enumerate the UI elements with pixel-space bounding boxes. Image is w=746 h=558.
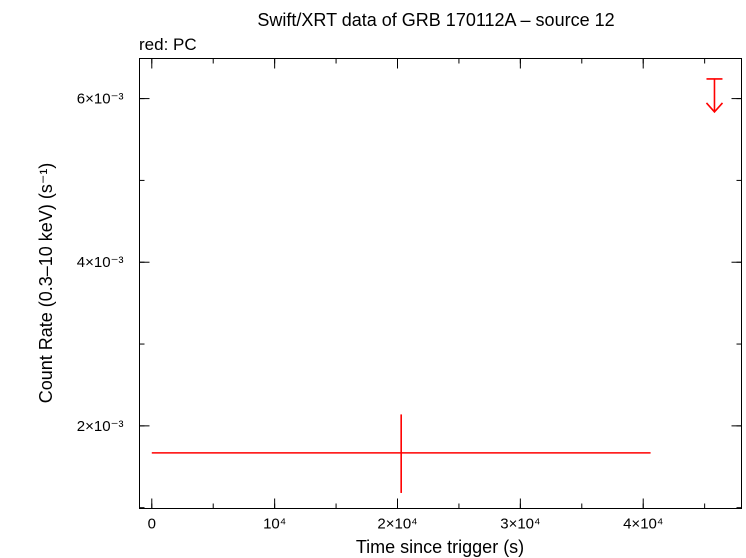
series-pc [151, 78, 724, 493]
chart-title: Swift/XRT data of GRB 170112A – source 1… [257, 10, 614, 30]
upper-limit-arrowhead [705, 102, 724, 114]
y-tick-label: 4×10⁻³ [77, 254, 124, 271]
y-axis-label: Count Rate (0.3–10 keV) (s⁻¹) [36, 163, 56, 404]
chart-subtitle: red: PC [139, 35, 197, 54]
y-axis: 2×10⁻³ 4×10⁻³ 6×10⁻³ [77, 91, 742, 509]
x-tick-label: 4×10⁴ [623, 516, 663, 533]
y-tick-label: 6×10⁻³ [77, 91, 124, 108]
x-axis: 0 10⁴ 2×10⁴ 3×10⁴ 4×10⁴ [148, 58, 706, 533]
y-tick-label: 2×10⁻³ [77, 418, 124, 435]
x-axis-label: Time since trigger (s) [356, 537, 524, 557]
plot-frame [139, 58, 742, 509]
x-tick-label: 0 [148, 516, 156, 533]
x-tick-label: 2×10⁴ [377, 516, 417, 533]
x-tick-label: 3×10⁴ [500, 516, 540, 533]
x-tick-label: 10⁴ [263, 516, 286, 533]
